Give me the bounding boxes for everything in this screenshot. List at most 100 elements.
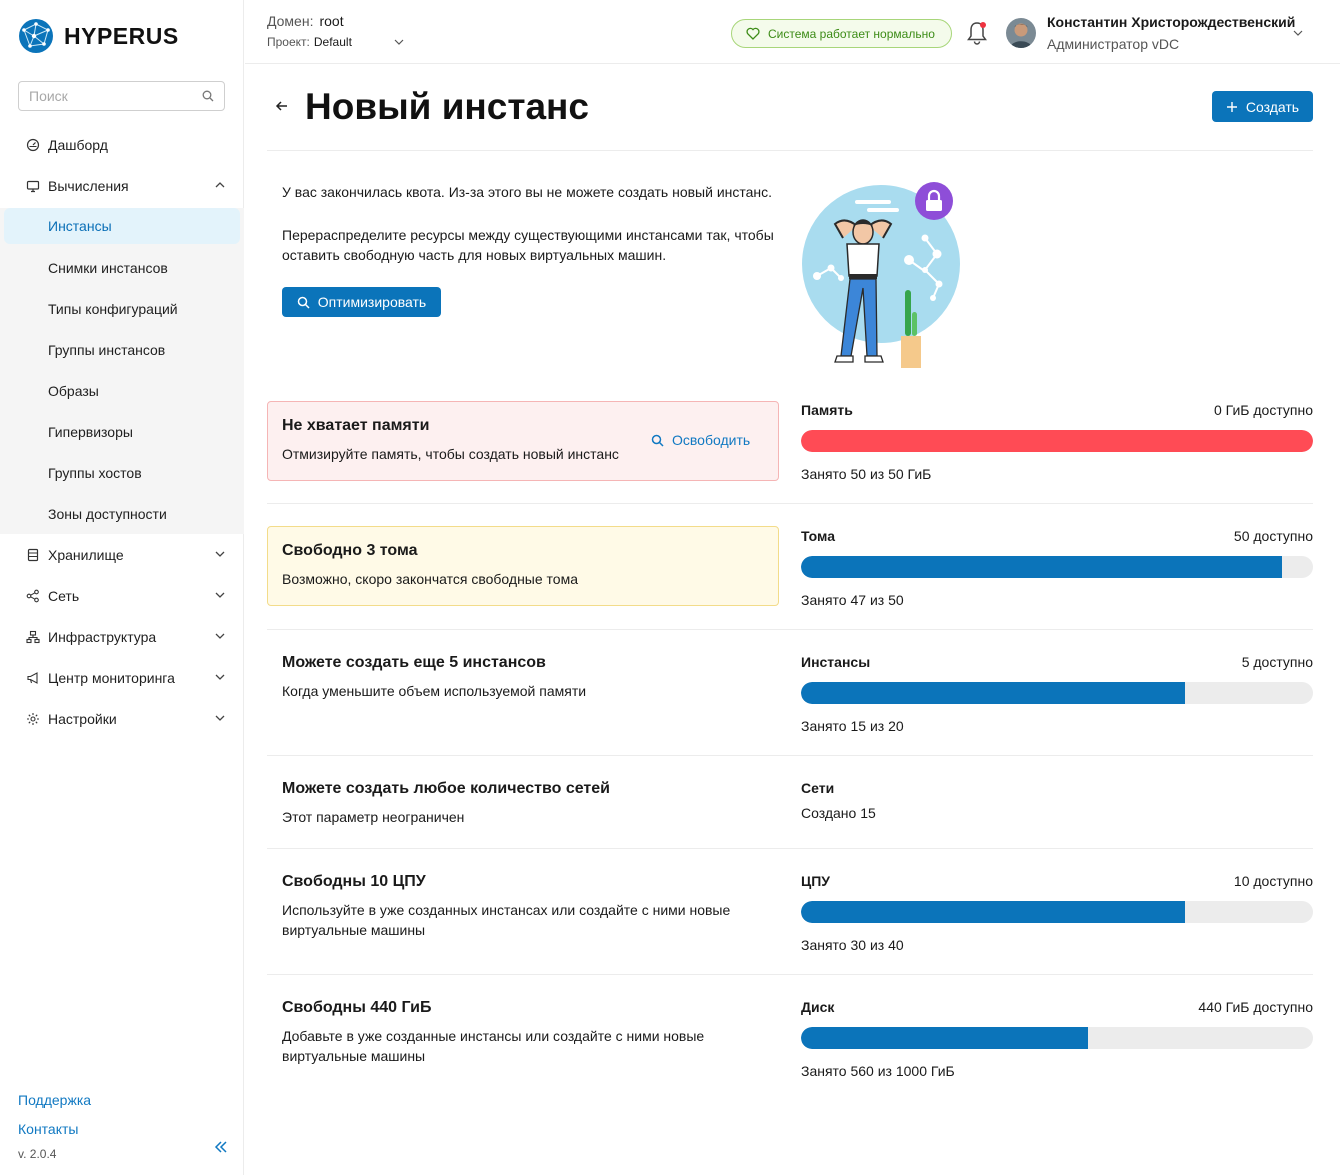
dashboard-icon bbox=[26, 138, 40, 151]
search-input[interactable] bbox=[19, 82, 189, 110]
sidebar-subitem-host-groups[interactable]: Группы хостов bbox=[48, 464, 142, 481]
resource-label: Память bbox=[801, 402, 853, 418]
instances-info: Можете создать еще 5 инстансов Когда уме… bbox=[282, 654, 762, 701]
network-icon bbox=[26, 589, 39, 602]
sidebar-item-label: Вычисления bbox=[48, 177, 129, 194]
sidebar-footer: Поддержка Контакты bbox=[18, 1092, 91, 1150]
domain-info: Домен: root bbox=[267, 13, 344, 29]
create-button-label: Создать bbox=[1245, 98, 1300, 115]
sidebar-item-label: Хранилище bbox=[48, 546, 124, 563]
sidebar-subitem-availability-zones[interactable]: Зоны доступности bbox=[48, 505, 167, 522]
usage-bar bbox=[801, 1027, 1313, 1049]
optimize-button[interactable]: Оптимизировать bbox=[282, 287, 441, 317]
chevron-up-icon[interactable] bbox=[214, 179, 226, 191]
chevron-down-icon[interactable] bbox=[214, 712, 226, 724]
chevron-down-icon[interactable] bbox=[214, 630, 226, 642]
chevron-down-icon[interactable] bbox=[214, 671, 226, 683]
resource-available: 0 ГиБ доступно bbox=[1214, 402, 1313, 418]
collapse-sidebar-icon[interactable] bbox=[213, 1139, 229, 1155]
project-selector[interactable]: Проект: Default bbox=[267, 35, 352, 49]
volumes-warning-card: Свободно 3 тома Возможно, скоро закончат… bbox=[267, 526, 779, 606]
resource-available: 50 доступно bbox=[1233, 528, 1313, 544]
row-title: Свободны 440 ГиБ bbox=[282, 999, 432, 1016]
settings-icon bbox=[27, 712, 39, 725]
monitor-icon bbox=[26, 180, 40, 192]
sidebar-subitem-images[interactable]: Образы bbox=[48, 382, 99, 399]
resource-label: Тома bbox=[801, 528, 835, 544]
logo[interactable]: HYPERUS bbox=[18, 18, 179, 54]
domain-value: root bbox=[319, 13, 344, 29]
app-version: v. 2.0.4 bbox=[18, 1147, 57, 1161]
chevron-down-icon[interactable] bbox=[393, 36, 405, 48]
memory-resource: Память 0 ГиБ доступно Занято 50 из 50 Ги… bbox=[801, 402, 1313, 482]
sidebar-item-dashboard[interactable]: Дашборд bbox=[0, 124, 244, 165]
storage-icon bbox=[27, 548, 39, 561]
row-title: Можете создать любое количество сетей bbox=[282, 780, 610, 797]
chevron-down-icon[interactable] bbox=[214, 589, 226, 601]
support-link[interactable]: Поддержка bbox=[18, 1092, 92, 1108]
resource-used: Занято 30 из 40 bbox=[801, 937, 904, 953]
back-arrow-icon[interactable] bbox=[274, 98, 290, 114]
resource-used: Занято 560 из 1000 ГиБ bbox=[801, 1063, 955, 1079]
sidebar-subitem-instance-groups[interactable]: Группы инстансов bbox=[48, 341, 166, 358]
sidebar-item-settings[interactable]: Настройки bbox=[0, 698, 244, 739]
resource-label: ЦПУ bbox=[801, 873, 830, 889]
megaphone-icon bbox=[27, 671, 38, 684]
compute-submenu: Инстансы Снимки инстансов Типы конфигура… bbox=[0, 208, 244, 534]
volumes-resource: Тома 50 доступно Занято 47 из 50 bbox=[801, 528, 1313, 608]
row-desc: Когда уменьшите объем используемой памят… bbox=[282, 683, 587, 699]
divider bbox=[267, 150, 1313, 151]
sidebar-item-storage[interactable]: Хранилище bbox=[0, 534, 244, 575]
infrastructure-icon bbox=[26, 630, 40, 643]
sidebar-item-label: Настройки bbox=[48, 710, 117, 727]
app-name: HYPERUS bbox=[64, 22, 179, 49]
sidebar-subitem-snapshots[interactable]: Снимки инстансов bbox=[48, 259, 168, 276]
notification-bell-icon[interactable] bbox=[965, 20, 989, 46]
search-icon[interactable] bbox=[202, 90, 214, 102]
cpu-info: Свободны 10 ЦПУ Используйте в уже создан… bbox=[282, 873, 762, 940]
networks-info: Можете создать любое количество сетей Эт… bbox=[282, 780, 762, 827]
create-button[interactable]: Создать bbox=[1212, 91, 1313, 122]
resource-label: Диск bbox=[801, 999, 835, 1015]
project-value: Default bbox=[313, 35, 352, 49]
sidebar-item-label: Инфраструктура bbox=[48, 628, 157, 645]
user-name: Константин Христорождественский bbox=[1047, 14, 1296, 30]
row-title: Свободно 3 тома bbox=[282, 542, 418, 559]
instances-resource: Инстансы 5 доступно Занято 15 из 20 bbox=[801, 654, 1313, 734]
row-desc: Добавьте в уже созданные инстансы или со… bbox=[282, 1028, 705, 1064]
user-photo-icon bbox=[1006, 18, 1036, 48]
contacts-link[interactable]: Контакты bbox=[18, 1121, 79, 1137]
usage-bar bbox=[801, 901, 1313, 923]
sidebar-subitem-hypervisors[interactable]: Гипервизоры bbox=[48, 423, 133, 440]
usage-bar bbox=[801, 430, 1313, 452]
sidebar-item-label: Дашборд bbox=[48, 136, 108, 153]
plus-icon bbox=[1226, 101, 1237, 112]
avatar[interactable] bbox=[1006, 18, 1036, 48]
usage-bar-fill bbox=[801, 430, 1313, 452]
row-desc: Отмизируйте память, чтобы создать новый … bbox=[282, 446, 619, 462]
chevron-down-icon[interactable] bbox=[1292, 27, 1304, 39]
divider bbox=[267, 629, 1313, 630]
free-link-label: Освободить bbox=[672, 432, 751, 448]
sidebar-subitem-instances[interactable]: Инстансы bbox=[4, 208, 240, 244]
sidebar-item-monitoring[interactable]: Центр мониторинга bbox=[0, 657, 244, 698]
usage-bar bbox=[801, 556, 1313, 578]
free-memory-link[interactable]: Освободить bbox=[651, 432, 750, 448]
quota-message: У вас закончилась квота. Из-за этого вы … bbox=[282, 184, 773, 200]
user-role: Администратор vDC bbox=[1047, 36, 1180, 52]
usage-bar-fill bbox=[801, 556, 1283, 578]
chevron-down-icon[interactable] bbox=[214, 548, 226, 560]
resource-available: 5 доступно bbox=[1241, 654, 1313, 670]
sidebar-item-infrastructure[interactable]: Инфраструктура bbox=[0, 616, 244, 657]
sidebar-item-network[interactable]: Сеть bbox=[0, 575, 244, 616]
networks-resource: Сети Создано 15 bbox=[801, 780, 1313, 821]
sidebar-subitem-flavors[interactable]: Типы конфигураций bbox=[48, 300, 178, 317]
cpu-resource: ЦПУ 10 доступно Занято 30 из 40 bbox=[801, 873, 1313, 953]
resource-available: 440 ГиБ доступно bbox=[1198, 999, 1313, 1015]
divider bbox=[267, 503, 1313, 504]
sidebar-item-compute[interactable]: Вычисления bbox=[0, 165, 244, 206]
resource-used: Создано 15 bbox=[801, 805, 876, 821]
top-header: Домен: root Проект: Default Система работа… bbox=[245, 0, 1340, 64]
row-title: Можете создать еще 5 инстансов bbox=[282, 654, 546, 671]
hyperus-logo-icon bbox=[19, 19, 53, 53]
